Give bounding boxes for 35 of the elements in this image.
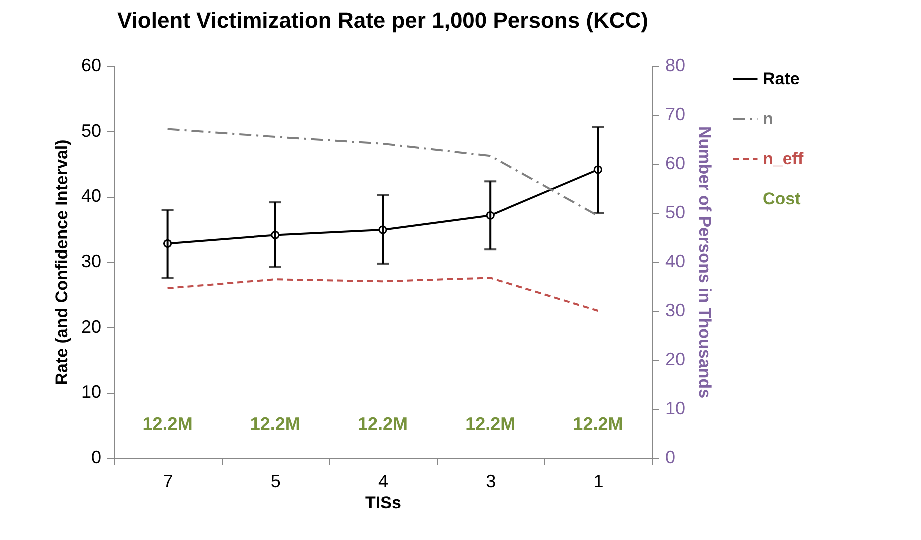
y2-tick-label: 30 [666,300,686,320]
legend-label: n_eff [763,150,804,168]
x-tick-label: 3 [486,472,496,492]
y-tick-label: 40 [81,186,102,206]
y2-tick-label: 60 [666,154,686,174]
y-tick-label: 0 [91,448,102,468]
y-tick-label: 60 [81,56,102,76]
legend-label: Rate [763,70,800,88]
y2-axis-title: Number of Persons in Thousands [696,126,715,399]
x-tick-label: 7 [163,472,174,492]
x-tick-label: 5 [270,472,281,492]
text: 12.2M [142,414,193,434]
text: 12.2M [573,414,624,434]
x-tick-label: 1 [594,472,604,492]
legend-label: n [763,110,774,128]
y2-tick-label: 50 [666,202,686,222]
y2-tick-label: 70 [666,104,686,124]
line-series [166,277,600,312]
y-tick-label: 20 [81,316,102,337]
y-tick-label: 10 [81,382,102,402]
text: 12.2M [358,414,408,434]
text: 12.2M [250,414,300,434]
y2-tick-label: 20 [666,350,686,370]
y2-tick-label: 10 [666,398,686,418]
y-tick-label: 30 [81,252,102,272]
x-tick-label: 4 [378,472,389,492]
x-axis-title: TISs [366,494,402,512]
chart-title: Violent Victimization Rate per 1,000 Persons (KCC) [117,8,649,33]
text: 12.2M [466,414,516,434]
legend-label: Cost [763,190,802,208]
y2-tick-label: 80 [666,56,686,76]
y2-tick-label: 0 [666,448,676,468]
y-tick-label: 50 [81,120,102,141]
y-axis-title: Rate (and Confidence Interval) [52,140,72,386]
y2-tick-label: 40 [666,252,686,272]
